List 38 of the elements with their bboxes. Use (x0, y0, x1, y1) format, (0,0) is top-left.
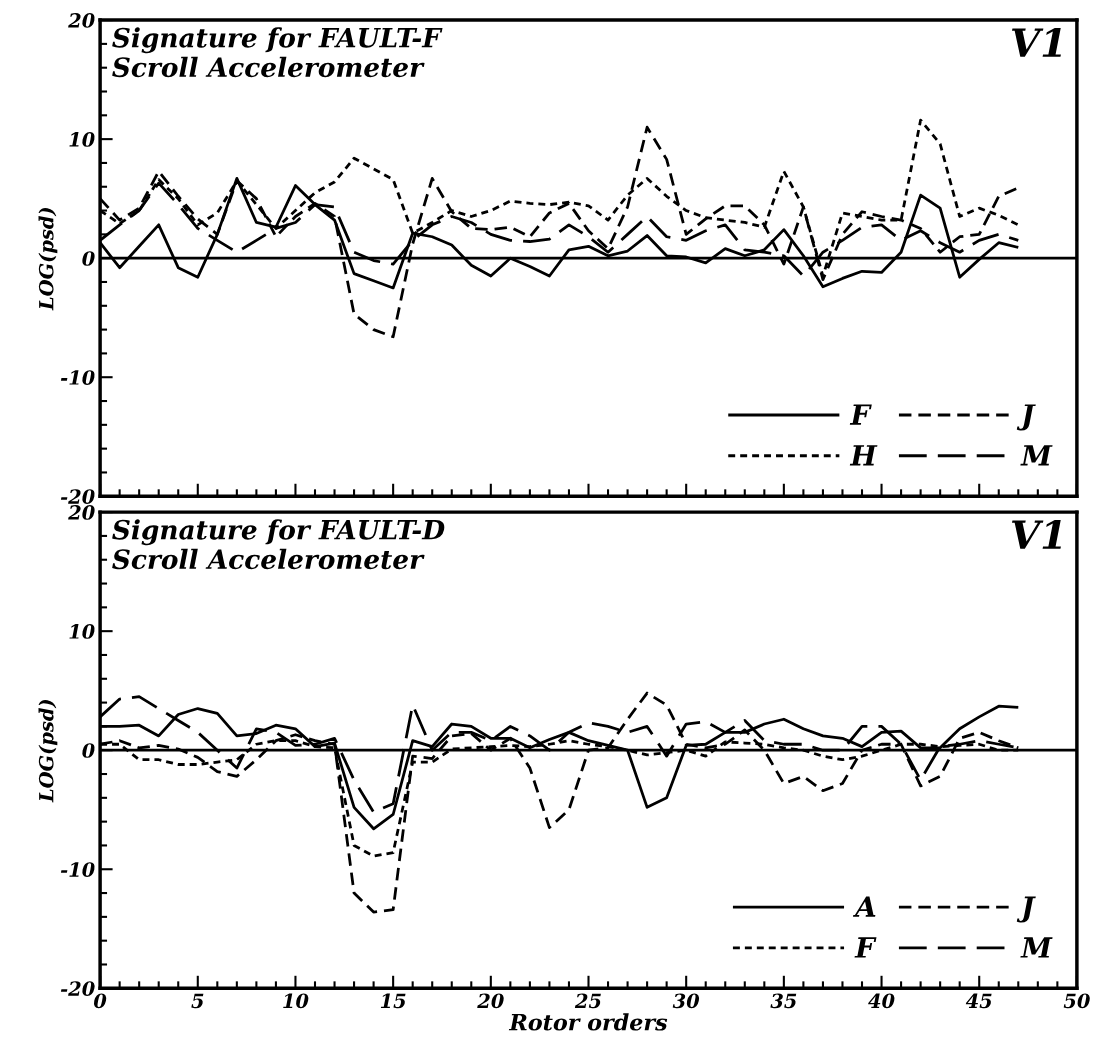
annotation: Signature for FAULT-D (112, 519, 445, 546)
annotation: Scroll Accelerometer (112, 56, 425, 78)
legend-label: M (1020, 445, 1053, 466)
x-tick-label: 45 (965, 993, 992, 1009)
legend-label: F (854, 937, 877, 958)
x-tick-label: 20 (477, 993, 504, 1009)
y-axis-title: LOG(psd) (38, 207, 58, 311)
y-tick-label: 0 (82, 251, 95, 266)
x-tick-label: 30 (672, 993, 700, 1009)
y-axis-title: LOG(psd) (38, 699, 58, 803)
annotation: Signature for FAULT-F (112, 27, 443, 54)
legend-label: A (852, 896, 876, 917)
x-tick-label: 10 (283, 993, 309, 1009)
y-tick-label: -20 (60, 981, 95, 996)
annotation: V1 (1011, 519, 1061, 549)
y-tick-label: 20 (68, 13, 95, 28)
x-axis-title: Rotor orders (508, 1013, 668, 1031)
legend-label: J (1016, 896, 1036, 923)
x-tick-label: 0 (93, 993, 107, 1009)
y-tick-label: 20 (68, 505, 95, 520)
y-tick-label: -10 (60, 862, 95, 877)
annotation: Scroll Accelerometer (112, 548, 425, 570)
x-tick-label: 5 (191, 993, 204, 1009)
y-tick-label: 10 (69, 132, 95, 147)
y-tick-label: 0 (82, 743, 95, 758)
x-tick-label: 40 (868, 993, 895, 1009)
y-tick-label: -20 (60, 489, 95, 504)
x-tick-label: 15 (380, 993, 406, 1009)
x-tick-label: 35 (770, 993, 797, 1009)
legend-label: H (849, 445, 878, 466)
legend-label: J (1016, 404, 1036, 431)
legend-label: M (1020, 937, 1053, 958)
annotation: V1 (1011, 27, 1061, 57)
y-tick-label: 10 (69, 624, 95, 639)
x-tick-label: 25 (574, 993, 601, 1009)
y-tick-label: -10 (60, 370, 95, 385)
x-tick-label: 50 (1063, 993, 1090, 1009)
legend-label: F (849, 404, 872, 425)
